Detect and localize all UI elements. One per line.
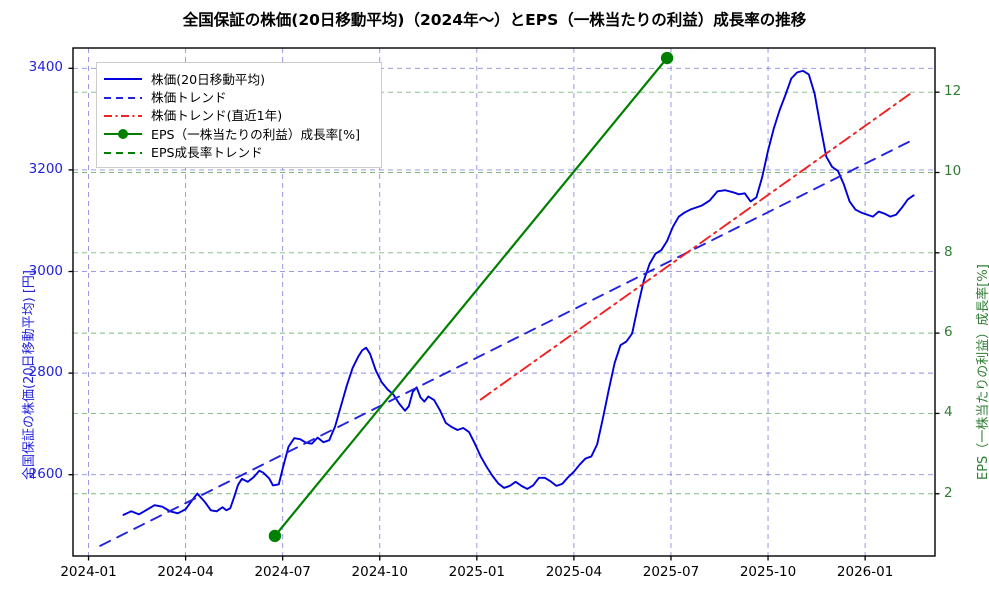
series-line-2 (479, 91, 913, 401)
y-axis-right-label: EPS（一株当たりの利益）成長率[%] (976, 264, 989, 480)
legend-item-0[interactable]: 株価(20日移動平均) (103, 69, 373, 87)
y-right-tick-8: 8 (944, 243, 953, 260)
legend-item-label: 株価トレンド(直近1年) (151, 108, 283, 124)
y-right-tick-4: 4 (944, 404, 953, 421)
x-tick-2024-04: 2024-04 (157, 564, 214, 580)
data-point-marker-1 (660, 51, 674, 65)
y-left-tick-3400: 3400 (28, 59, 63, 76)
dashed-line-swatch (103, 90, 143, 104)
axis-tick-marks (68, 67, 940, 561)
legend-item-label: EPS（一株当たりの利益）成長率[%] (151, 126, 361, 142)
gridlines-x-axis (88, 48, 866, 556)
page-title: 全国保証の株価(20日移動平均)（2024年〜）とEPS（一株当たりの利益）成長… (182, 11, 807, 29)
legend-item-2[interactable]: 株価トレンド(直近1年) (103, 106, 373, 124)
dashed-line-swatch (103, 145, 143, 159)
x-tick-2025-04: 2025-04 (545, 564, 603, 580)
y-right-tick-12: 12 (944, 83, 962, 100)
y-left-tick-3000: 3000 (28, 262, 63, 279)
line-marker-swatch (103, 126, 143, 140)
y-right-tick-10: 10 (944, 163, 962, 180)
solid-line-swatch (103, 71, 143, 85)
legend-item-4[interactable]: EPS成長率トレンド (103, 143, 373, 161)
y-left-tick-2600: 2600 (28, 465, 63, 482)
series-line-0 (122, 69, 915, 516)
series-line-3 (273, 56, 669, 538)
data-series-layer (99, 51, 915, 547)
y-right-tick-2: 2 (944, 484, 953, 501)
dashdot-line-swatch (103, 108, 143, 122)
x-tick-2025-07: 2025-07 (642, 564, 700, 580)
chart-legend: 株価(20日移動平均) 株価トレンド株価トレンド(直近1年) EPS（一株当たりの利… (96, 62, 382, 168)
y-right-tick-6: 6 (944, 324, 953, 341)
data-point-marker-0 (268, 529, 282, 543)
x-tick-2024-01: 2024-01 (60, 564, 117, 580)
legend-item-label: EPS成長率トレンド (151, 145, 263, 161)
legend-item-label: 株価(20日移動平均) (151, 71, 266, 87)
legend-item-3[interactable]: EPS（一株当たりの利益）成長率[%] (103, 124, 373, 142)
y-left-tick-2800: 2800 (28, 364, 63, 381)
series-line-1 (99, 139, 913, 547)
x-tick-2025-01: 2025-01 (448, 564, 506, 580)
y-axis-left-label: 全国保証の株価(20日移動平均) [円] (22, 270, 37, 480)
x-tick-2024-10: 2024-10 (351, 564, 408, 580)
legend-item-1[interactable]: 株価トレンド (103, 87, 373, 105)
x-tick-2026-01: 2026-01 (836, 564, 894, 580)
legend-item-label: 株価トレンド (151, 90, 227, 106)
x-tick-2025-10: 2025-10 (739, 564, 797, 580)
axes-spines (72, 47, 936, 557)
x-tick-2024-07: 2024-07 (254, 564, 311, 580)
y-left-tick-3200: 3200 (28, 160, 63, 177)
